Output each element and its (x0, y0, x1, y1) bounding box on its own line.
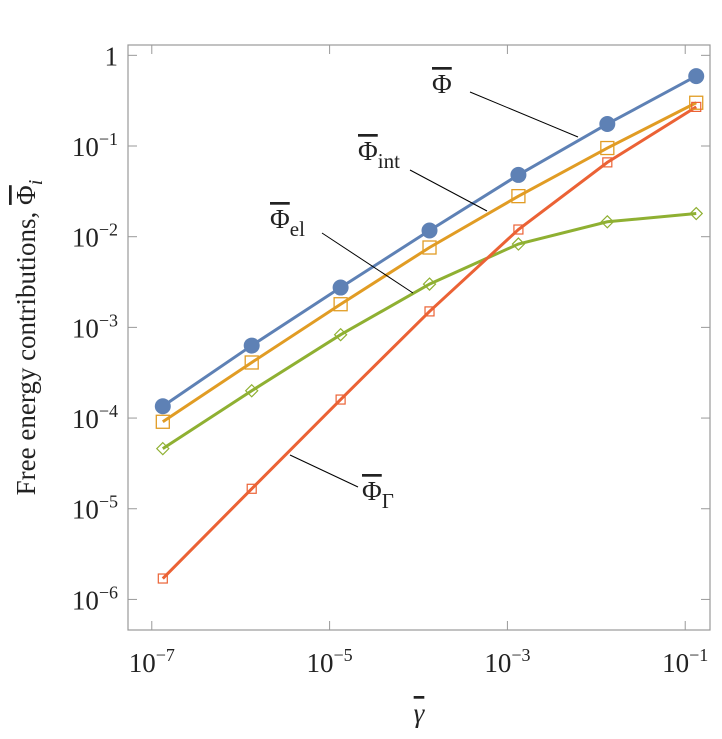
leader-line (409, 169, 488, 212)
tick-exponent: −2 (99, 220, 118, 240)
marker (243, 337, 260, 354)
y-axis-label: Free energy contributions, Φi (11, 180, 47, 496)
series-line (161, 212, 697, 450)
series-line (161, 101, 697, 424)
marker (691, 101, 702, 112)
marker (511, 188, 526, 204)
marker (689, 206, 704, 221)
series-label: ΦΓ (362, 476, 394, 513)
marker (510, 166, 527, 183)
marker (513, 224, 524, 235)
tick-exponent: −5 (334, 645, 353, 665)
tick-base: 10 (72, 132, 99, 162)
tick-exponent: −5 (99, 492, 118, 512)
marker (422, 240, 437, 255)
tick-label: 10−3 (72, 310, 118, 343)
tick-base: 10 (72, 404, 99, 434)
x-axis-label: γ (414, 698, 426, 728)
tick-exponent: −7 (156, 645, 175, 665)
series-sub: int (378, 149, 400, 173)
marker (332, 279, 349, 296)
tick-label: 10−7 (129, 645, 175, 678)
tick-base: 10 (72, 223, 99, 253)
tick-exponent: −1 (689, 645, 708, 665)
tick-label: 1 (105, 41, 119, 71)
marker (155, 414, 170, 429)
marker (600, 140, 615, 156)
marker (421, 222, 438, 239)
tick-label: 10−2 (72, 220, 118, 253)
tick-exponent: −3 (511, 645, 530, 665)
tick-exponent: −4 (99, 401, 118, 421)
marker (244, 383, 259, 398)
tick-exponent: −1 (99, 129, 118, 149)
leader-line (289, 454, 359, 488)
series-sub: el (290, 217, 305, 241)
tick-label: 10−5 (72, 492, 118, 525)
marker (689, 95, 704, 110)
tick-base: 10 (72, 495, 99, 525)
plot-frame (127, 44, 711, 631)
y-label-sub: i (25, 180, 47, 186)
tick-exponent: −3 (99, 310, 118, 330)
series-line (161, 105, 698, 580)
marker (154, 398, 171, 415)
marker (600, 214, 615, 229)
tick-base: 10 (129, 648, 156, 678)
tick-label: 10−1 (72, 129, 118, 162)
series-label: Φ (432, 69, 452, 99)
series-symbol: Φ (362, 476, 382, 506)
tick-label: 10−5 (307, 645, 353, 678)
marker (244, 355, 259, 370)
marker (335, 394, 346, 405)
tick-base: 10 (72, 585, 99, 615)
marker (602, 157, 613, 168)
marker (688, 68, 705, 85)
series-sub: Γ (382, 489, 394, 513)
tick-base: 10 (662, 648, 689, 678)
tick-label: 10−3 (484, 645, 530, 678)
series-symbol: Φ (358, 136, 378, 166)
marker (424, 306, 435, 317)
series-symbol: Φ (270, 204, 290, 234)
tick-base: 1 (105, 41, 119, 71)
leader-line (321, 232, 414, 294)
tick-base: 10 (484, 648, 511, 678)
series-label: Φel (270, 204, 305, 241)
marker (333, 297, 348, 312)
marker (422, 277, 437, 291)
tick-base: 10 (307, 648, 334, 678)
marker (157, 573, 168, 584)
marker (155, 441, 170, 456)
tick-base: 10 (72, 313, 99, 343)
tick-label: 10−6 (72, 582, 118, 615)
x-label-symbol: γ (414, 698, 426, 728)
series-symbol: Φ (432, 69, 452, 99)
marker (246, 483, 257, 494)
series-label: Φint (358, 136, 400, 173)
marker (333, 327, 348, 342)
y-label-text: Free energy contributions, (11, 205, 41, 495)
marker (599, 115, 616, 132)
tick-exponent: −6 (99, 582, 118, 602)
y-label-symbol: Φ (11, 185, 41, 205)
tick-label: 10−1 (662, 645, 708, 678)
leader-line (469, 91, 579, 138)
tick-label: 10−4 (72, 401, 118, 434)
marker (511, 237, 526, 251)
